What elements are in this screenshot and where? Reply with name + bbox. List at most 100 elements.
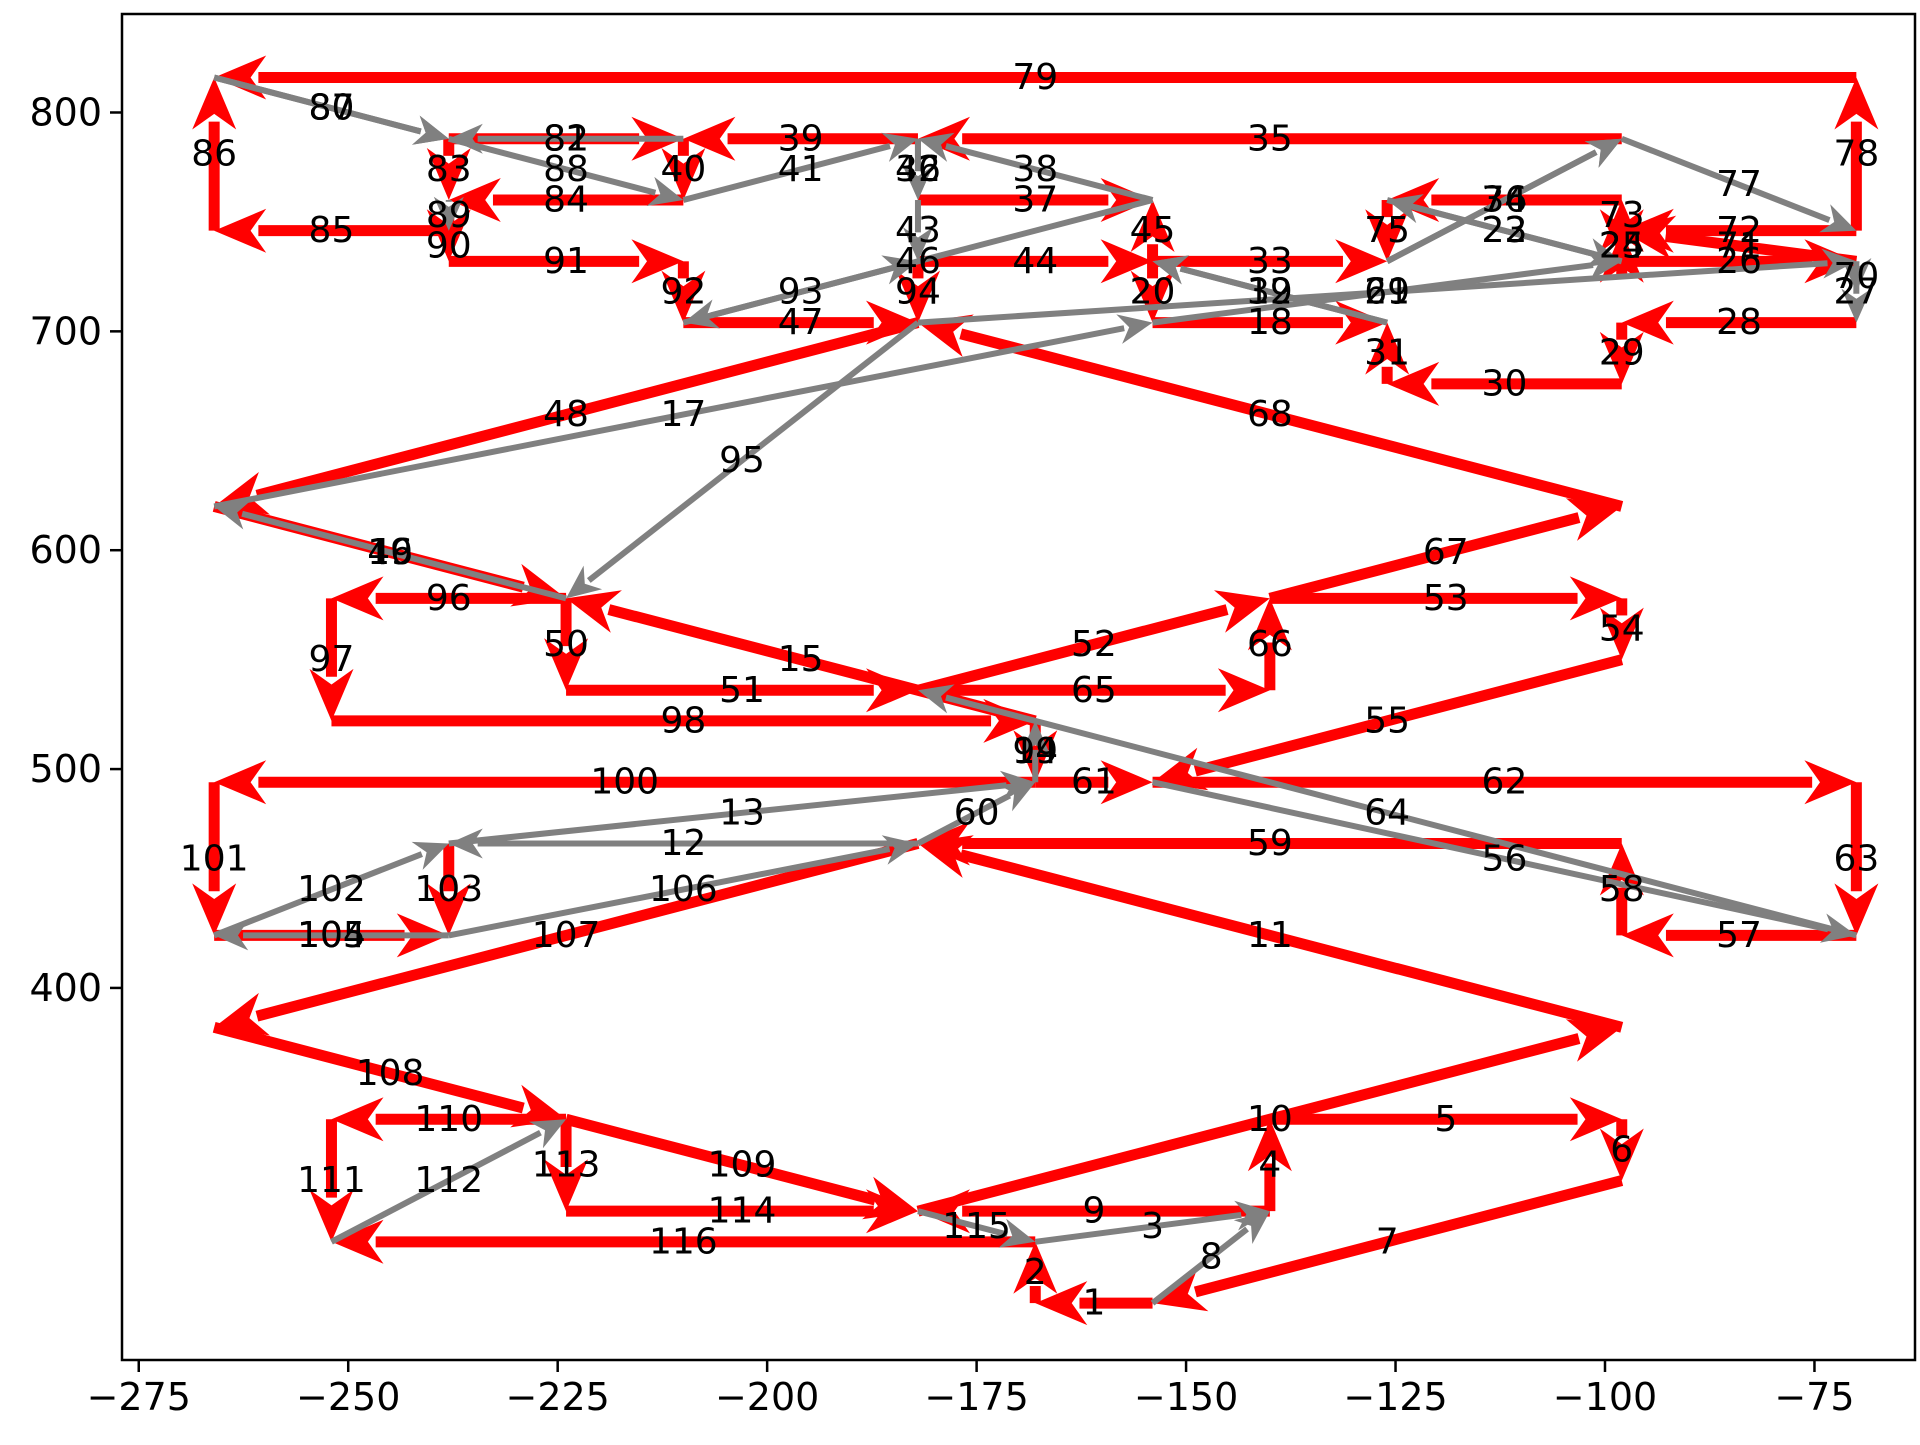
segment-arrowhead — [1130, 200, 1175, 252]
segment-arrowhead — [918, 684, 955, 714]
segment-arrowhead — [448, 178, 501, 222]
segment-label: 72 — [1716, 210, 1762, 251]
segment-106 — [448, 835, 918, 939]
segment-label: 76 — [1482, 180, 1528, 221]
segment-104 — [214, 920, 449, 951]
segment-label: 19 — [1247, 271, 1293, 312]
segment-line — [682, 265, 891, 326]
segment-label: 83 — [426, 149, 472, 190]
x-tick-label: −150 — [1134, 1375, 1238, 1419]
segment-label: 75 — [1364, 210, 1410, 251]
segment-label: 114 — [708, 1191, 777, 1232]
segment-45 — [1130, 200, 1175, 262]
segment-label: 21 — [1364, 271, 1410, 312]
segment-label: 47 — [778, 302, 824, 343]
segment-line — [241, 510, 567, 602]
segment-label: 40 — [660, 149, 706, 190]
segment-label: 41 — [778, 149, 824, 190]
segment-113 — [544, 1119, 589, 1212]
segment-42 — [903, 138, 933, 200]
segment-32 — [1152, 255, 1388, 326]
segment-77 — [1620, 135, 1857, 233]
segment-86 — [192, 77, 237, 231]
segment-label: 31 — [1364, 333, 1410, 374]
segment-arrowhead — [1116, 314, 1153, 344]
segment-label: 104 — [297, 915, 366, 956]
segment-arrowhead — [1621, 300, 1674, 345]
segment-line — [917, 1208, 1009, 1238]
segment-line — [682, 143, 891, 203]
segment-line — [916, 1033, 1581, 1217]
segment-line — [1150, 1226, 1249, 1306]
segment-arrowhead — [214, 920, 249, 951]
segment-label: 94 — [895, 271, 941, 312]
segment-label: 53 — [1423, 578, 1469, 619]
segment-label: 59 — [1247, 823, 1293, 864]
segment-arrowhead — [1804, 760, 1857, 805]
segment-arrowhead — [1821, 248, 1857, 279]
segment-arrowhead — [566, 590, 622, 633]
segment-label: 44 — [1012, 241, 1058, 282]
segment-label: 60 — [954, 792, 1000, 833]
segment-label: 96 — [426, 578, 472, 619]
segment-arrowhead — [1585, 238, 1622, 268]
segment-arrowhead — [661, 270, 706, 323]
segment-7 — [1152, 1175, 1624, 1312]
segment-line — [213, 74, 422, 135]
segment-label: 5 — [1434, 1099, 1457, 1140]
segment-arrowhead — [1020, 720, 1051, 755]
segment-label: 49 — [367, 532, 413, 573]
segment-label: 12 — [660, 823, 706, 864]
segment-63 — [1834, 782, 1879, 936]
x-tick-label: −125 — [1343, 1375, 1447, 1419]
segment-arrowhead — [529, 1119, 567, 1149]
segment-114 — [566, 1189, 918, 1234]
segment-76 — [1385, 138, 1622, 264]
segment-label: 89 — [426, 195, 472, 236]
segment-label: 64 — [1364, 792, 1410, 833]
x-tick-label: −175 — [924, 1375, 1028, 1419]
segment-line — [255, 317, 920, 501]
segment-54 — [1599, 598, 1644, 660]
y-tick-label: 800 — [29, 90, 102, 134]
segment-label: 69 — [1364, 271, 1410, 312]
segment-label: 42 — [895, 149, 941, 190]
segment-arrowhead — [331, 1097, 384, 1142]
segment-label: 20 — [1130, 271, 1176, 312]
segment-label: 116 — [649, 1221, 718, 1262]
segment-label: 27 — [1833, 271, 1879, 312]
segment-17 — [213, 314, 1153, 510]
segment-arrowhead — [1247, 1119, 1292, 1172]
x-tick-label: −75 — [1774, 1375, 1854, 1419]
segment-arrowhead — [1130, 270, 1175, 323]
segment-label: 23 — [1482, 210, 1528, 251]
segment-10 — [916, 1019, 1622, 1217]
segment-label: 33 — [1247, 241, 1293, 282]
segment-1 — [1035, 1281, 1153, 1326]
segment-101 — [192, 782, 237, 936]
segment-arrowhead — [998, 1218, 1036, 1248]
segment-label: 13 — [719, 792, 765, 833]
segment-arrowhead — [1569, 576, 1622, 621]
y-tick-label: 700 — [29, 309, 102, 353]
segment-arrowhead — [566, 565, 603, 599]
segment-arrowhead — [866, 1189, 918, 1234]
segment-line — [916, 604, 1229, 696]
segment-line — [586, 320, 920, 583]
segment-30 — [1387, 361, 1622, 406]
segment-line — [1386, 197, 1595, 257]
segment-arrowhead — [1819, 204, 1857, 233]
segment-line — [945, 694, 1858, 939]
segment-label: 63 — [1833, 838, 1879, 879]
segment-label: 84 — [543, 180, 589, 221]
segment-43 — [903, 200, 933, 262]
segment-39 — [683, 116, 918, 161]
x-tick-label: −225 — [505, 1375, 609, 1419]
segment-label: 9 — [1082, 1191, 1105, 1232]
segment-line — [255, 838, 920, 1022]
segment-arrowhead — [866, 668, 918, 713]
segment-label: 80 — [309, 88, 355, 129]
segment-label: 52 — [1071, 624, 1117, 665]
